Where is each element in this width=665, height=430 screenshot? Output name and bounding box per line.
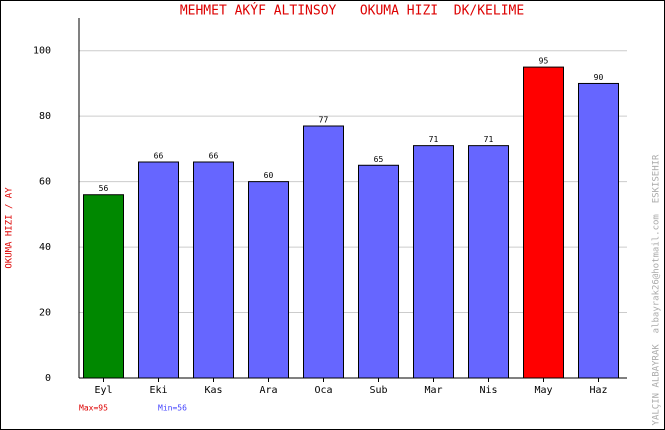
bar bbox=[83, 194, 124, 379]
value-label: 65 bbox=[374, 155, 384, 164]
x-tick-label: Oca bbox=[314, 385, 332, 396]
y-tick-label: 40 bbox=[39, 242, 51, 253]
y-tick-label: 20 bbox=[39, 308, 51, 319]
x-tick-label: Ara bbox=[259, 385, 277, 396]
y-tick-label: 80 bbox=[39, 111, 51, 122]
bar bbox=[358, 164, 399, 379]
bar bbox=[578, 82, 619, 379]
max-label: Max=95 bbox=[79, 404, 108, 413]
value-label: 66 bbox=[154, 152, 164, 161]
bar bbox=[138, 161, 179, 379]
value-label: 95 bbox=[539, 57, 549, 66]
bar bbox=[303, 125, 344, 379]
x-tick-label: Kas bbox=[204, 385, 222, 396]
value-label: 71 bbox=[429, 135, 439, 144]
x-tick-label: Eki bbox=[149, 385, 167, 396]
x-tick-label: Nis bbox=[479, 385, 497, 396]
value-label: 77 bbox=[319, 116, 329, 125]
y-tick-label: 60 bbox=[39, 177, 51, 188]
value-label: 90 bbox=[594, 73, 604, 82]
bar bbox=[248, 181, 289, 379]
x-tick-label: Haz bbox=[589, 385, 607, 396]
credit: YALÇIN ALBAYRAK albayrak26@hotmail.com E… bbox=[652, 154, 662, 426]
y-axis-title: OKUMA HIZI / AY bbox=[5, 187, 15, 269]
x-tick-label: Mar bbox=[424, 385, 442, 396]
bar bbox=[523, 66, 564, 379]
x-tick-label: May bbox=[534, 385, 552, 396]
value-label: 56 bbox=[99, 184, 109, 193]
value-label: 60 bbox=[264, 171, 274, 180]
value-label: 71 bbox=[484, 135, 494, 144]
x-tick-label: Sub bbox=[369, 385, 387, 396]
y-tick-label: 100 bbox=[33, 46, 51, 57]
value-label: 66 bbox=[209, 152, 219, 161]
bar bbox=[193, 161, 234, 379]
bar bbox=[413, 145, 454, 379]
min-label: Min=56 bbox=[158, 404, 187, 413]
chart-title: MEHMET AKÝF ALTINSOY OKUMA HIZI DK/KELIM… bbox=[180, 3, 524, 19]
y-tick-label: 0 bbox=[45, 373, 51, 384]
x-tick-label: Eyl bbox=[94, 385, 112, 396]
bar bbox=[468, 145, 509, 379]
